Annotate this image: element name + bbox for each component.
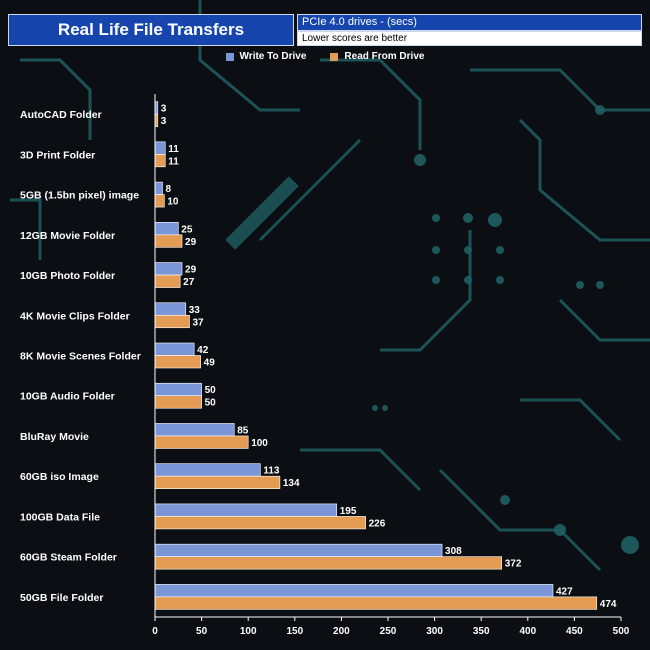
category-label: 60GB Steam Folder bbox=[20, 552, 117, 564]
x-tick-label: 350 bbox=[473, 626, 490, 637]
bar-write bbox=[154, 503, 338, 517]
data-label: 226 bbox=[369, 518, 386, 529]
bar-write bbox=[154, 222, 179, 236]
category-label: 10GB Audio Folder bbox=[20, 391, 115, 403]
data-label: 474 bbox=[600, 599, 617, 610]
data-label: 29 bbox=[185, 265, 197, 276]
bar-write bbox=[154, 181, 163, 195]
data-label: 85 bbox=[237, 425, 249, 436]
x-tick-label: 150 bbox=[286, 626, 303, 637]
x-tick-label: 100 bbox=[240, 626, 257, 637]
data-label: 11 bbox=[168, 144, 179, 155]
x-tick-label: 500 bbox=[613, 626, 630, 637]
bar-write bbox=[154, 302, 187, 316]
data-label: 3 bbox=[161, 104, 167, 115]
data-label: 11 bbox=[168, 156, 179, 167]
data-label: 134 bbox=[283, 478, 300, 489]
bar-read bbox=[154, 435, 249, 449]
legend-swatch-write bbox=[225, 52, 234, 61]
data-label: 100 bbox=[251, 438, 268, 449]
data-label: 27 bbox=[183, 277, 195, 288]
chart-subtitle: PCIe 4.0 drives - (secs) bbox=[297, 14, 642, 31]
bar-read bbox=[154, 274, 181, 288]
x-tick-label: 200 bbox=[333, 626, 350, 637]
bar-read bbox=[154, 154, 166, 168]
bar-read bbox=[154, 516, 366, 530]
data-label: 113 bbox=[263, 466, 280, 477]
data-label: 50 bbox=[205, 385, 217, 396]
x-tick-label: 250 bbox=[380, 626, 397, 637]
legend-label-write: Write To Drive bbox=[239, 51, 307, 62]
chart-note: Lower scores are better bbox=[297, 31, 642, 46]
x-tick-label: 400 bbox=[519, 626, 536, 637]
category-label: 3D Print Folder bbox=[20, 149, 95, 161]
bar-write bbox=[154, 262, 183, 276]
category-label: 4K Movie Clips Folder bbox=[20, 310, 130, 322]
x-tick-label: 450 bbox=[566, 626, 583, 637]
category-label: 100GB Data File bbox=[20, 511, 100, 523]
bar-read bbox=[154, 194, 165, 208]
bar-read bbox=[154, 314, 190, 329]
bar-read bbox=[154, 596, 598, 610]
data-label: 50 bbox=[205, 398, 217, 409]
bar-read bbox=[154, 475, 281, 489]
data-label: 10 bbox=[167, 197, 179, 208]
legend-label-read: Read From Drive bbox=[344, 51, 425, 62]
category-label: BluRay Movie bbox=[20, 431, 89, 443]
x-tick-label: 50 bbox=[196, 626, 208, 637]
bar-write bbox=[154, 543, 443, 557]
data-label: 8 bbox=[165, 184, 171, 195]
data-label: 372 bbox=[505, 559, 522, 570]
category-label: 12GB Movie Folder bbox=[20, 230, 115, 242]
legend-item-read: Read From Drive bbox=[330, 51, 424, 62]
bar-write bbox=[154, 463, 261, 477]
legend-swatch-read bbox=[330, 52, 339, 61]
data-label: 427 bbox=[556, 586, 573, 597]
category-label: 5GB (1.5bn pixel) image bbox=[20, 190, 139, 202]
data-label: 29 bbox=[185, 237, 197, 248]
chart-title: Real Life File Transfers bbox=[8, 14, 294, 46]
x-tick-label: 0 bbox=[152, 626, 158, 637]
category-label: 60GB iso Image bbox=[20, 471, 99, 483]
data-label: 33 bbox=[189, 305, 201, 316]
data-label: 308 bbox=[445, 546, 462, 557]
data-label: 25 bbox=[181, 224, 193, 235]
category-label: 8K Movie Scenes Folder bbox=[20, 351, 141, 363]
bar-write bbox=[154, 342, 195, 356]
bar-read bbox=[154, 234, 183, 248]
legend: Write To Drive Read From Drive bbox=[0, 51, 650, 62]
category-label: 10GB Photo Folder bbox=[20, 270, 115, 282]
legend-item-write: Write To Drive bbox=[225, 51, 307, 62]
x-tick-label: 300 bbox=[426, 626, 443, 637]
bar-read bbox=[154, 395, 202, 409]
bar-write bbox=[154, 382, 202, 397]
bar-write bbox=[154, 584, 554, 598]
data-label: 49 bbox=[204, 358, 216, 369]
bar-read bbox=[154, 556, 503, 570]
category-label: 50GB File Folder bbox=[20, 592, 103, 604]
data-label: 37 bbox=[192, 317, 204, 328]
category-label: AutoCAD Folder bbox=[20, 109, 102, 121]
bar-write bbox=[154, 141, 166, 155]
data-label: 3 bbox=[161, 116, 167, 127]
bar-write bbox=[154, 423, 235, 437]
data-label: 42 bbox=[197, 345, 209, 356]
data-label: 195 bbox=[340, 506, 357, 517]
bar-read bbox=[154, 355, 201, 369]
